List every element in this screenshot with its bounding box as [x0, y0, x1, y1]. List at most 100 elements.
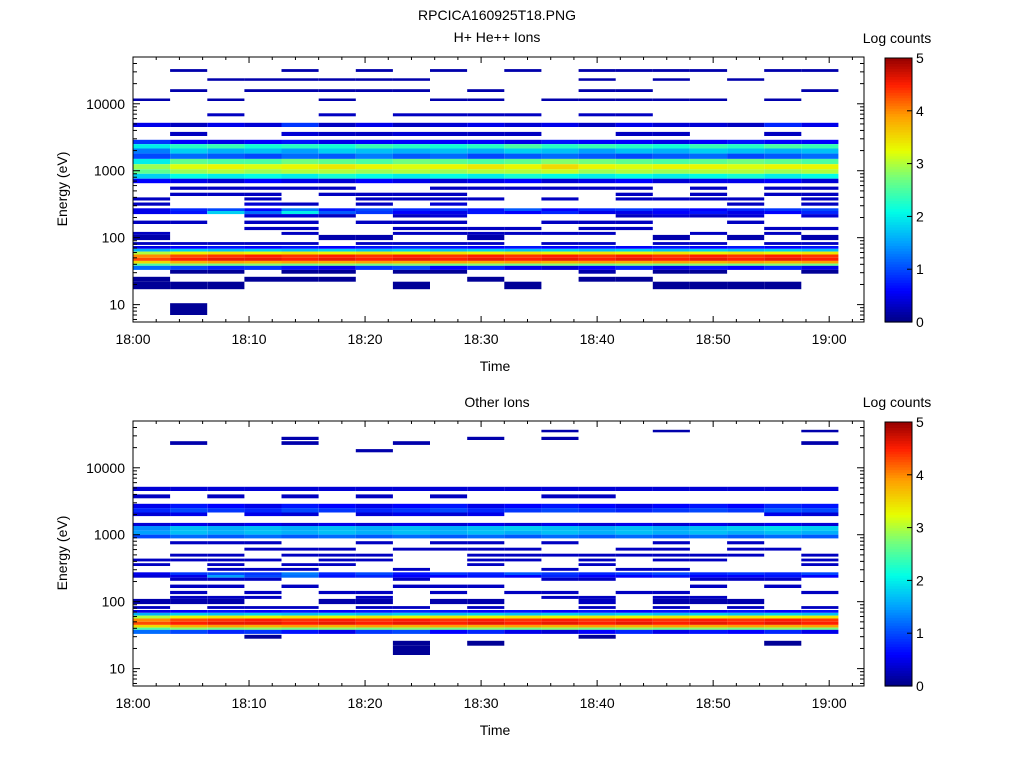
heatmap-cell	[801, 486, 839, 491]
heatmap-cell	[281, 164, 319, 170]
heatmap-cell	[244, 186, 282, 190]
y-axis-label: Energy (eV)	[54, 152, 70, 227]
colorbar-step	[885, 643, 912, 647]
colorbar-step	[885, 219, 912, 223]
colorbar-step	[885, 158, 912, 162]
heatmap-cell	[615, 173, 653, 179]
heatmap-cell	[392, 486, 430, 491]
heatmap-cell	[133, 197, 171, 201]
heatmap-cell	[690, 208, 728, 212]
heatmap-cell	[392, 192, 430, 196]
heatmap-cell	[244, 621, 282, 625]
heatmap-cell	[652, 612, 690, 616]
heatmap-cell	[801, 508, 839, 513]
heatmap-cell	[578, 508, 616, 513]
y-tick-label: 1000	[94, 163, 125, 179]
colorbar-step	[885, 559, 912, 563]
colorbar-step	[885, 250, 912, 254]
heatmap-cell	[281, 618, 319, 622]
colorbar-step	[885, 451, 912, 455]
x-tick-label: 18:00	[115, 331, 150, 347]
heatmap-cell	[615, 211, 653, 215]
colorbar-step	[885, 456, 912, 460]
heatmap-cell	[355, 208, 393, 212]
heatmap-cell	[244, 148, 282, 154]
colorbar-step	[885, 509, 912, 513]
heatmap-cell	[244, 567, 282, 571]
heatmap-cell	[170, 251, 208, 255]
panel-title: Other Ions	[464, 394, 529, 410]
heatmap-cell	[207, 567, 245, 571]
colorbar-step	[885, 166, 912, 170]
colorbar-step	[885, 261, 912, 265]
heatmap-cell	[690, 618, 728, 622]
colorbar-step	[885, 171, 912, 175]
colorbar-tick-label: 3	[916, 520, 924, 536]
heatmap-cell	[281, 248, 319, 252]
colorbar-step	[885, 277, 912, 281]
colorbar-step	[885, 464, 912, 468]
heatmap-cell	[764, 547, 802, 551]
colorbar-step	[885, 482, 912, 486]
heatmap-cell	[615, 169, 653, 174]
heatmap-cell	[578, 494, 616, 499]
colorbar-label: Log counts	[863, 30, 932, 46]
heatmap-cell	[281, 158, 319, 165]
heatmap-cell	[764, 192, 802, 196]
heatmap-cell	[504, 486, 542, 491]
colorbar-step	[885, 633, 912, 637]
heatmap-cell	[281, 254, 319, 258]
colorbar-step	[885, 314, 912, 318]
heatmap-cell	[392, 567, 430, 571]
heatmap-cell	[355, 486, 393, 491]
panel-title: H+ He++ Ions	[454, 29, 541, 45]
heatmap-cell	[652, 164, 690, 170]
heatmap-cell	[133, 494, 171, 499]
heatmap-cell	[801, 618, 839, 622]
colorbar-step	[885, 290, 912, 294]
heatmap-cell	[392, 220, 430, 224]
colorbar-step	[885, 429, 912, 434]
colorbar-step	[885, 134, 912, 138]
x-tick-label: 18:00	[115, 695, 150, 711]
heatmap-cell	[430, 263, 468, 266]
heatmap-cell	[578, 113, 616, 117]
colorbar-step	[885, 474, 912, 479]
colorbar-step	[885, 606, 912, 611]
heatmap-cell	[615, 98, 653, 101]
heatmap-cell	[207, 281, 245, 290]
heatmap-cell	[764, 158, 802, 165]
heatmap-cell	[355, 69, 393, 72]
heatmap-cell	[281, 606, 319, 609]
heatmap-cell	[727, 153, 765, 159]
heatmap-cell	[541, 248, 579, 252]
heatmap-cell	[207, 263, 245, 266]
heatmap-cell	[281, 242, 319, 245]
heatmap-cell	[764, 153, 802, 159]
colorbar-step	[885, 672, 912, 677]
heatmap-cell	[170, 254, 208, 258]
heatmap-cell	[392, 131, 430, 136]
heatmap-cell	[615, 89, 653, 92]
colorbar-step	[885, 440, 912, 444]
heatmap-cell	[801, 615, 839, 619]
heatmap-cell	[392, 629, 430, 634]
heatmap-cell	[801, 621, 839, 625]
heatmap-cell	[578, 610, 616, 613]
heatmap-cell	[690, 144, 728, 149]
heatmap-cell	[207, 534, 245, 539]
heatmap-cell	[541, 534, 579, 539]
colorbar-step	[885, 190, 912, 194]
heatmap-cell	[355, 615, 393, 619]
heatmap-cell	[392, 575, 430, 578]
heatmap-cell	[541, 503, 579, 509]
heatmap-cell	[318, 251, 356, 255]
heatmap-cell	[392, 503, 430, 509]
heatmap-cell	[578, 621, 616, 625]
heatmap-cell	[133, 248, 171, 252]
colorbar-step	[885, 620, 912, 624]
heatmap-cell	[430, 269, 468, 274]
colorbar-step	[885, 292, 912, 297]
heatmap-cell	[690, 558, 728, 562]
colorbar-step	[885, 514, 912, 518]
